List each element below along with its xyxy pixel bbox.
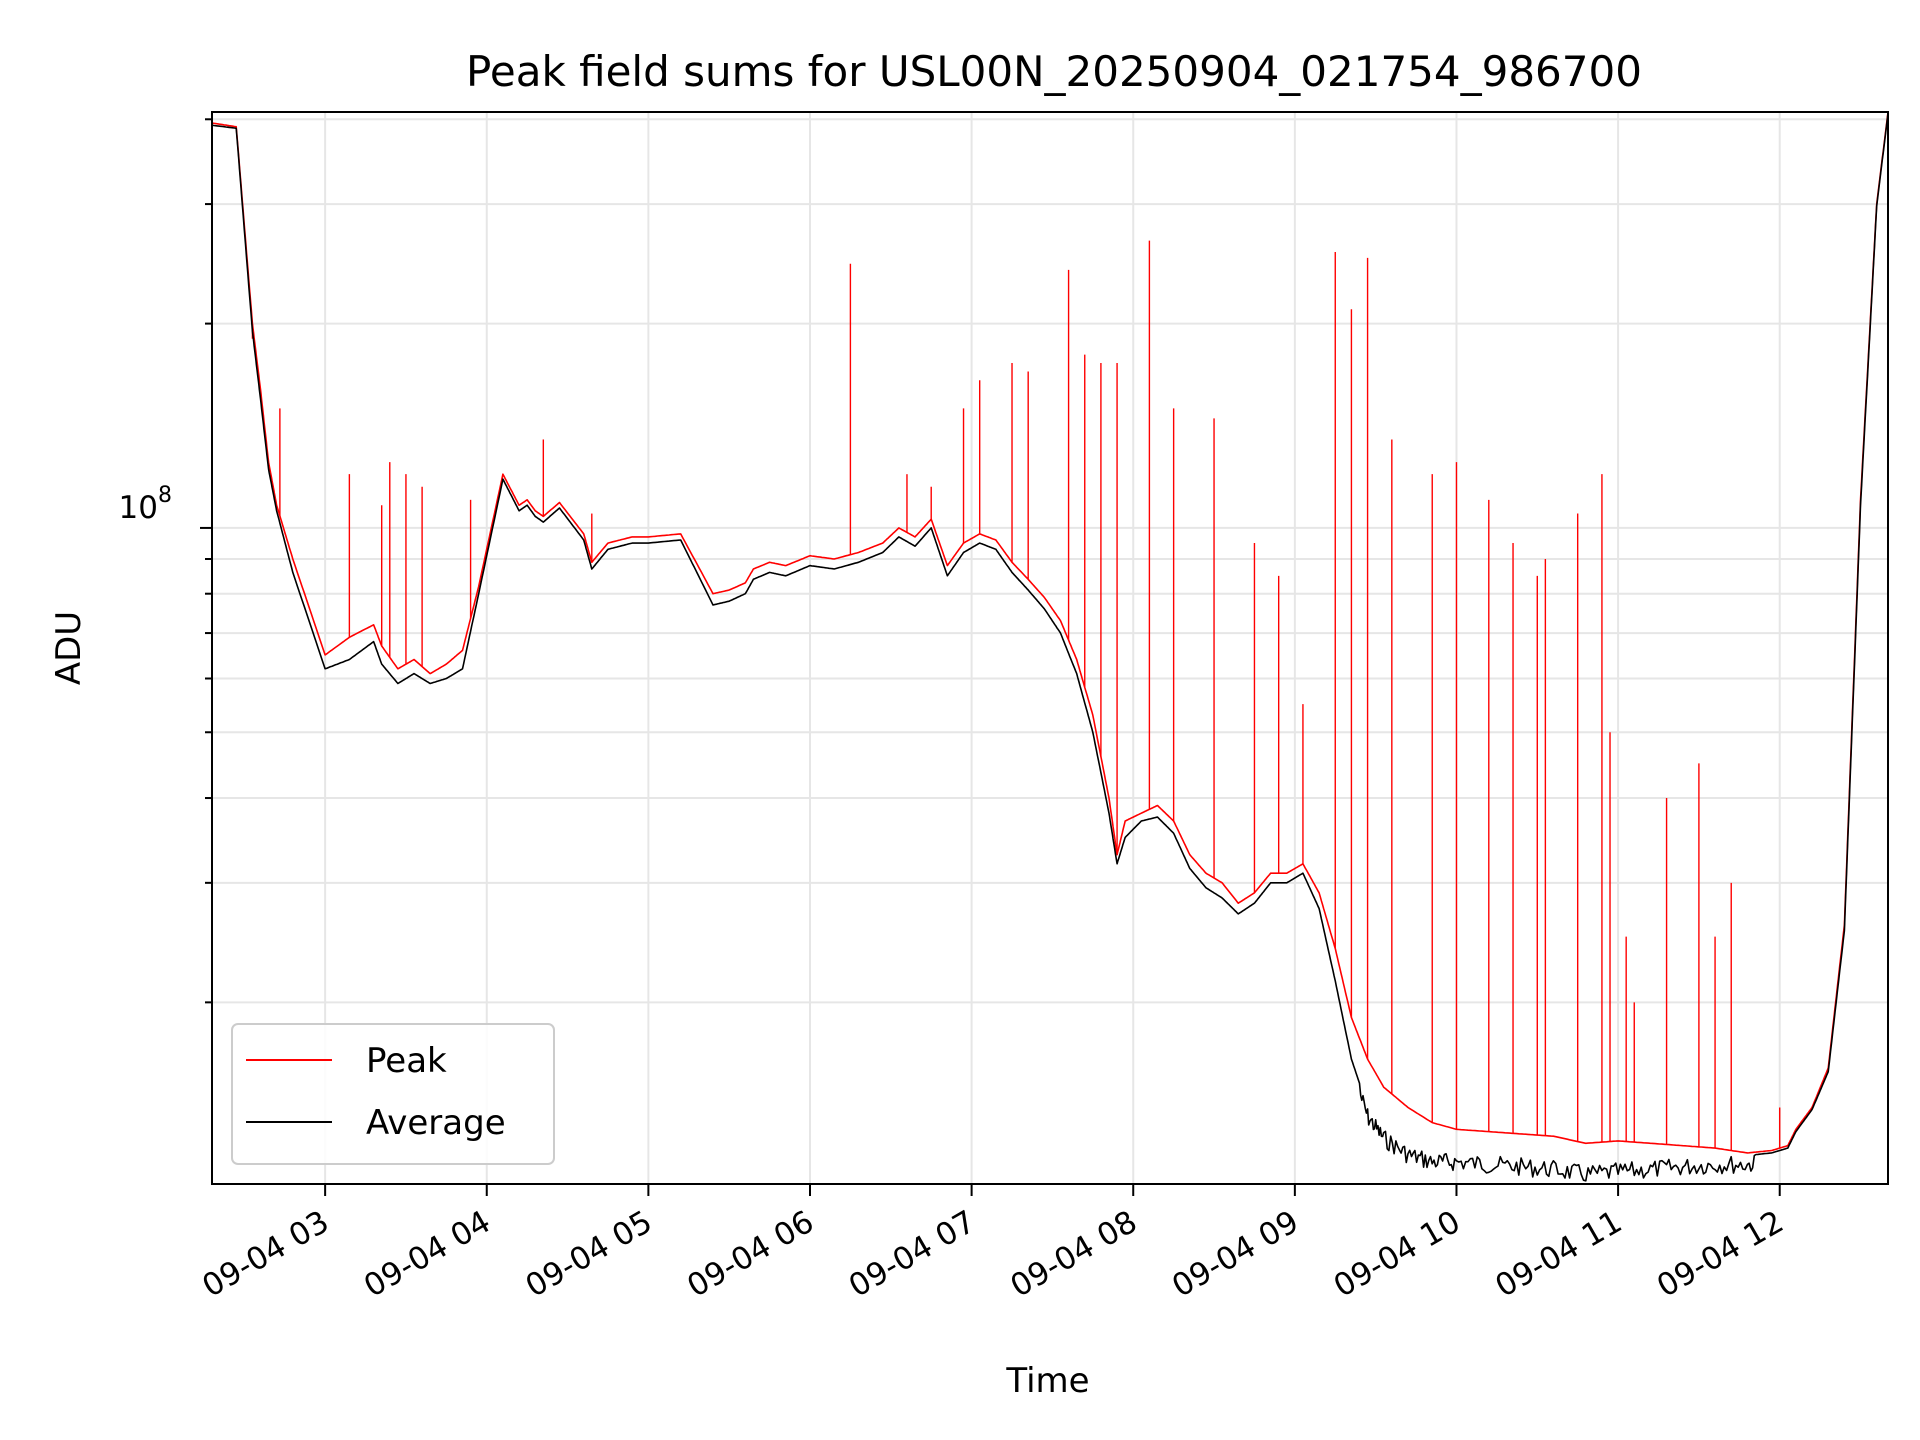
axis-ticks <box>200 118 1781 1196</box>
peak-series-spikes <box>251 240 1781 1151</box>
y-tick-label-base: 10 <box>119 490 158 526</box>
legend-peak-label: Peak <box>366 1041 447 1081</box>
grid-lines <box>212 112 1888 1184</box>
average-series-line <box>212 113 1888 1182</box>
legend: Peak Average <box>231 1023 555 1165</box>
y-tick-label-1e8: 108 <box>119 483 172 526</box>
legend-average-label: Average <box>366 1103 506 1143</box>
peak-series-line <box>212 112 1888 1154</box>
plot-frame <box>211 111 1889 1185</box>
y-axis-label: ADU <box>49 611 89 685</box>
x-axis-label: Time <box>1005 1361 1089 1401</box>
chart-title: Peak field sums for USL00N_20250904_0217… <box>466 47 1642 96</box>
plot-series-area <box>212 112 1888 1182</box>
y-tick-label-exponent: 8 <box>158 483 172 508</box>
